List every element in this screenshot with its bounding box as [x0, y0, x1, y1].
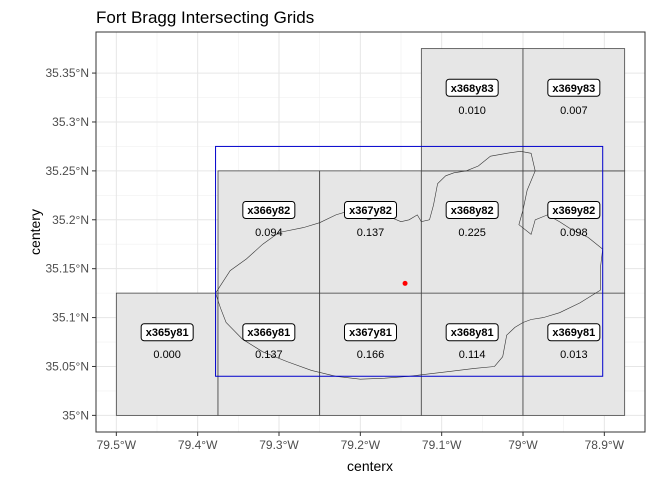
cell-label-x368y81: x368y81	[451, 327, 494, 339]
grid-cell-x369y83	[522, 48, 626, 172]
cell-label-box-x369y83	[547, 78, 601, 97]
x-tick-label: 79.2°W	[341, 438, 381, 452]
cell-label-x365y81: x365y81	[146, 327, 189, 339]
x-tick-label: 79.3°W	[259, 438, 299, 452]
cell-label-x366y82: x366y82	[247, 205, 290, 217]
grid-cell-x369y82	[522, 170, 626, 294]
cell-label-x369y81: x369y81	[552, 327, 595, 339]
cell-value-x366y82: 0.094	[255, 227, 283, 239]
cell-value-x367y81: 0.166	[357, 349, 385, 361]
y-axis-label: centery	[27, 209, 43, 255]
grid-cell-x368y81	[420, 292, 524, 416]
cell-label-x367y81: x367y81	[349, 327, 392, 339]
bounding-box	[215, 145, 604, 377]
x-tick-label: 78.9°W	[585, 438, 625, 452]
grid-cell-x368y83	[420, 48, 524, 172]
cell-label-box-x369y82	[547, 201, 601, 219]
cell-value-x368y81: 0.114	[459, 349, 486, 361]
cell-label-x367y82: x367y82	[349, 205, 392, 217]
grid-cell-x366y82	[217, 170, 321, 294]
cell-value-x368y82: 0.225	[458, 227, 486, 239]
panel-border	[95, 31, 646, 433]
x-tick-label: 79°W	[508, 438, 538, 452]
center-point	[402, 280, 408, 286]
cell-labels: x365y81 0.000 x366y81 0.137 x367y81 0.166 x368…	[140, 78, 601, 361]
cell-label-box-x366y82	[242, 201, 296, 219]
y-axis-ticks: 35°N 35.05°N 35.1°N 35.15°N 35.2°N 35.25°N 35.…	[46, 66, 96, 422]
cell-value-x368y83: 0.010	[458, 105, 486, 117]
cell-value-x369y83: 0.007	[560, 105, 588, 117]
y-tick-label: 35.3°N	[52, 115, 89, 129]
cell-value-x367y82: 0.137	[357, 227, 385, 239]
cell-label-box-x369y81	[547, 323, 601, 342]
grid-cell-x367y82	[319, 170, 422, 294]
grid-cell-x365y81	[115, 292, 219, 416]
x-tick-label: 79.4°W	[178, 438, 218, 452]
cell-label-x369y83: x369y83	[552, 83, 595, 95]
x-axis-label: centerx	[347, 458, 393, 474]
cell-value-x365y81: 0.000	[153, 349, 181, 361]
cell-label-box-x367y82	[344, 201, 397, 219]
cell-label-x369y82: x369y82	[552, 205, 595, 217]
cell-label-box-x368y82	[445, 201, 499, 219]
center-point-marker	[402, 280, 408, 286]
chart-title: Fort Bragg Intersecting Grids	[96, 8, 314, 27]
y-tick-label: 35.15°N	[46, 262, 90, 276]
cell-label-x368y82: x368y82	[451, 205, 494, 217]
grid-cell-x368y82	[420, 170, 524, 294]
y-tick-label: 35.25°N	[46, 164, 90, 178]
cell-value-x369y82: 0.098	[560, 227, 588, 239]
cell-label-box-x367y81	[344, 323, 397, 342]
cell-value-x366y81: 0.137	[255, 349, 283, 361]
grid-cell-x369y81	[522, 292, 626, 416]
x-tick-label: 79.5°W	[97, 438, 137, 452]
y-tick-label: 35.2°N	[52, 213, 89, 227]
bounding-box-rect	[215, 145, 604, 377]
cell-label-x368y83: x368y83	[451, 83, 494, 95]
cell-label-box-x365y81	[140, 323, 194, 342]
cell-value-x369y81: 0.013	[560, 349, 588, 361]
x-axis-ticks: 79.5°W 79.4°W 79.3°W 79.2°W 79.1°W 79°W 78.9°W	[97, 432, 625, 452]
y-tick-label: 35.1°N	[52, 311, 89, 325]
cell-label-box-x368y83	[445, 78, 499, 97]
y-tick-label: 35°N	[62, 408, 89, 422]
x-tick-label: 79.1°W	[422, 438, 462, 452]
grid-cells	[115, 48, 626, 416]
cell-label-box-x366y81	[242, 323, 296, 342]
y-tick-label: 35.35°N	[46, 66, 90, 80]
cell-label-box-x368y81	[445, 323, 499, 342]
y-tick-label: 35.05°N	[46, 359, 90, 373]
cell-label-x366y81: x366y81	[247, 327, 290, 339]
